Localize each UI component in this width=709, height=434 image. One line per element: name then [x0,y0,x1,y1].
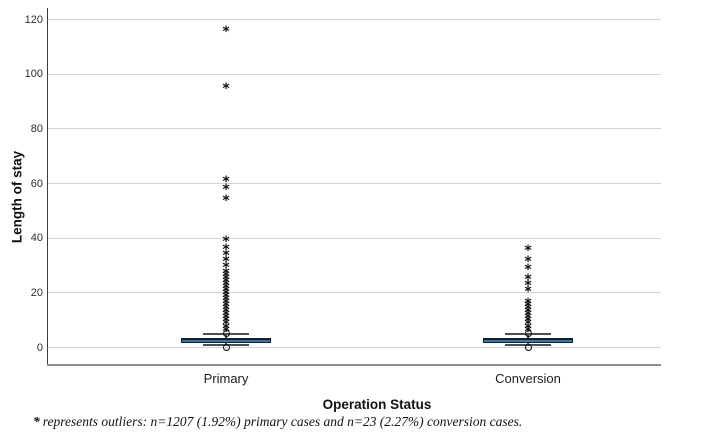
whisker-line [527,342,529,345]
footnote: * represents outliers: n=1207 (1.92%) pri… [33,414,522,430]
box [181,337,271,344]
mild-outlier-marker [524,329,532,337]
extreme-outlier-marker: * [222,269,230,286]
extreme-outlier-marker: * [524,283,532,300]
y-tick-label: 100 [24,68,43,81]
extreme-outlier-marker: * [524,317,532,334]
extreme-outlier-marker: * [222,284,230,301]
whisker-line [225,342,227,345]
extreme-outlier-marker: * [222,293,230,310]
extreme-outlier-marker: * [222,265,230,282]
extreme-outlier-marker: * [222,308,230,325]
extreme-outlier-marker: * [222,317,230,334]
gridline [48,182,661,185]
extreme-outlier-marker: * [222,299,230,316]
y-tick-label: 60 [30,177,43,190]
extreme-outlier-marker: * [222,193,230,210]
extreme-outlier-marker: * [524,243,532,260]
footnote-asterisk: * [33,414,40,429]
median-line [181,338,271,341]
category-label: Primary [203,371,249,386]
extreme-outlier-marker: * [524,305,532,322]
extreme-outlier-marker: * [222,253,230,270]
extreme-outlier-marker: * [524,296,532,313]
extreme-outlier-marker: * [222,81,230,98]
gridline [48,128,661,130]
extreme-outlier-marker: * [222,233,230,250]
extreme-outlier-marker: * [524,302,532,319]
extreme-outlier-marker: * [524,261,532,278]
extreme-outlier-marker: * [222,287,230,304]
gridline [48,237,661,239]
mild-outlier-marker [524,344,532,351]
gridline [48,18,661,21]
extreme-outlier-marker: * [222,174,230,191]
gridline [48,346,661,349]
extreme-outlier-marker: * [524,308,532,325]
extreme-outlier-marker: * [222,296,230,313]
extreme-outlier-marker: * [222,259,230,276]
extreme-outlier-marker: * [222,272,230,289]
extreme-outlier-marker: * [524,320,532,337]
extreme-outlier-marker: * [524,271,532,288]
extreme-outlier-marker: * [524,253,532,270]
box [483,337,573,344]
y-tick-label: 20 [30,286,43,299]
extreme-outlier-marker: * [222,281,230,298]
footnote-text: represents outliers: n=1207 (1.92%) prim… [42,414,523,429]
extreme-outlier-marker: * [222,320,230,337]
y-tick-label: 80 [30,122,43,135]
x-axis-line [47,363,661,366]
y-tick-label: 0 [36,341,43,354]
extreme-outlier-marker: * [222,314,230,331]
extreme-outlier-marker: * [222,278,230,295]
extreme-outlier-marker: * [222,247,230,264]
x-axis-title: Operation Status [322,397,432,412]
extreme-outlier-marker: * [222,241,230,258]
gridline [48,292,661,294]
extreme-outlier-marker: * [222,311,230,328]
extreme-outlier-marker: * [222,275,230,292]
y-tick-label: 40 [30,232,43,245]
extreme-outlier-marker: * [222,182,230,199]
median-line [483,338,573,341]
extreme-outlier-marker: * [524,311,532,328]
extreme-outlier-marker: * [524,278,532,295]
gridline [48,73,661,75]
extreme-outlier-marker: * [222,23,230,40]
extreme-outlier-marker: * [222,302,230,319]
extreme-outlier-marker: * [222,305,230,322]
mild-outlier-marker [222,329,230,337]
y-tick-label: 120 [24,13,43,26]
extreme-outlier-marker: * [524,299,532,316]
extreme-outlier-marker: * [524,314,532,331]
y-axis-line [47,8,49,365]
category-label: Conversion [495,371,561,386]
extreme-outlier-marker: * [222,290,230,307]
mild-outlier-marker [222,344,230,351]
